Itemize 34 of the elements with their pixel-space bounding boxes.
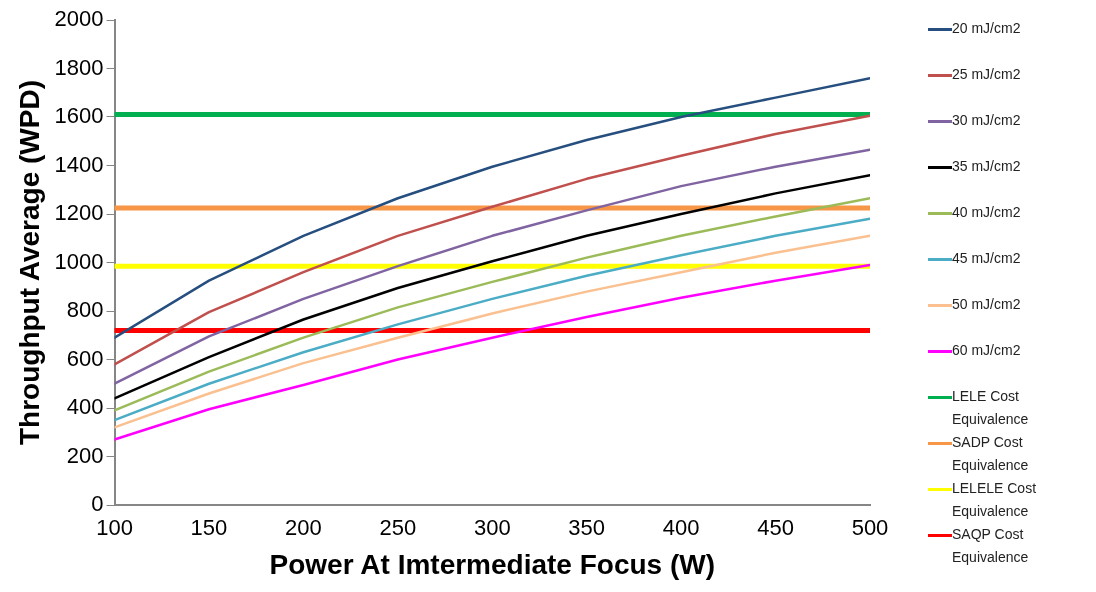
legend-label: SADP Cost Equivalence	[952, 433, 1030, 475]
y-tick-label: 1800	[54, 54, 104, 80]
x-tick-label: 400	[662, 515, 700, 541]
y-tick-label: 1600	[54, 103, 104, 129]
x-axis-title: Power At Imtermediate Focus (W)	[269, 548, 716, 580]
x-tick-label: 100	[96, 515, 133, 541]
y-tick-label: 0	[91, 491, 104, 517]
x-tick-label: 200	[285, 515, 322, 541]
x-tick-label: 250	[379, 515, 417, 541]
legend-label: LELE Cost Equivalence	[952, 387, 1030, 429]
x-tick-label: 500	[851, 515, 889, 541]
legend-label: 30 mJ/cm2	[952, 111, 1021, 130]
y-tick-label: 1200	[54, 200, 104, 226]
y-tick-label: 600	[66, 345, 104, 371]
x-tick-label: 450	[757, 515, 794, 541]
legend-label: 50 mJ/cm2	[952, 295, 1021, 314]
y-axis-title: Throughput Average (WPD)	[13, 79, 45, 446]
y-tick-label: 400	[66, 394, 104, 420]
legend-label: 20 mJ/cm2	[952, 19, 1021, 38]
legend-label: 45 mJ/cm2	[952, 249, 1021, 268]
legend-label: 40 mJ/cm2	[952, 203, 1021, 222]
y-tick-label: 1400	[54, 151, 104, 177]
y-tick-label: 2000	[54, 6, 104, 32]
x-tick-label: 350	[568, 515, 606, 541]
y-tick-label: 800	[66, 297, 104, 323]
x-tick-label: 300	[473, 515, 511, 541]
legend-label: 25 mJ/cm2	[952, 65, 1021, 84]
y-tick-label: 200	[66, 442, 104, 468]
legend-label: 35 mJ/cm2	[952, 157, 1021, 176]
y-tick-label: 1000	[54, 248, 104, 274]
legend-label: SAQP Cost Equivalence	[952, 525, 1030, 567]
x-tick-label: 150	[190, 515, 228, 541]
legend-label: LELELE Cost Equivalence	[952, 479, 1038, 521]
legend-label: 60 mJ/cm2	[952, 341, 1021, 360]
